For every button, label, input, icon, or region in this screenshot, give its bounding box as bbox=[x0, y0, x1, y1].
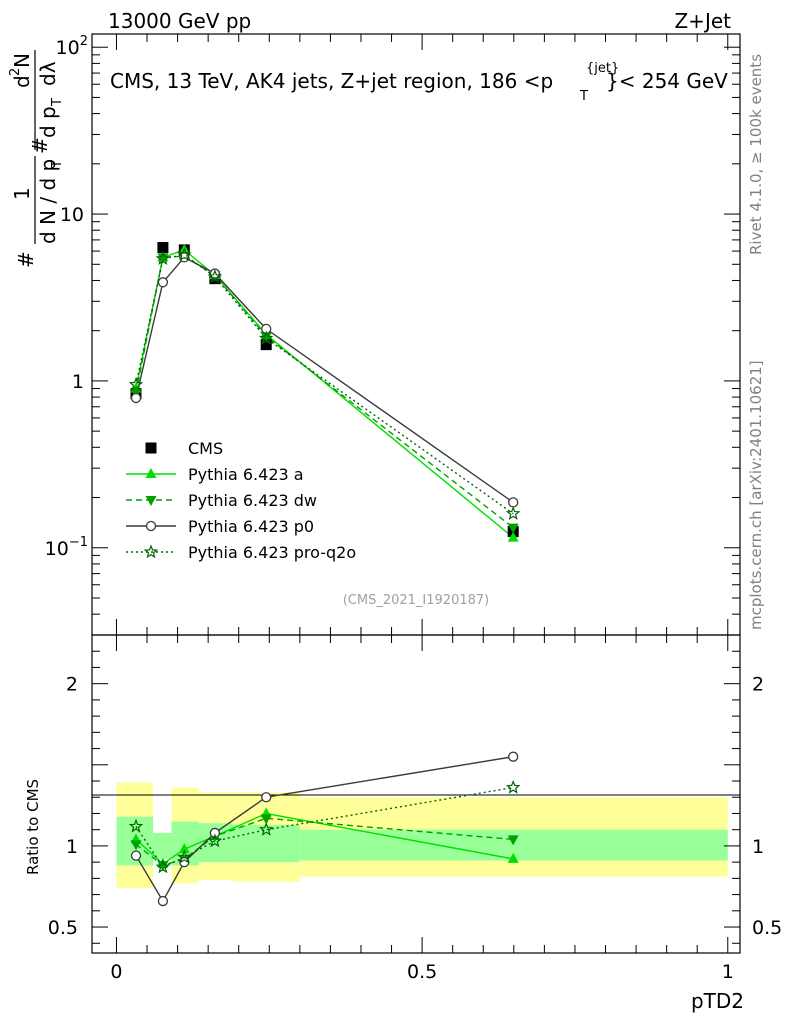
main-ytick-label-1: 10 bbox=[60, 204, 84, 226]
header-left: 13000 GeV pp bbox=[108, 9, 251, 33]
ratio-point-s2-0 bbox=[130, 850, 142, 861]
ratio-point-s1-1 bbox=[157, 861, 169, 872]
main-ylabel: # 1 d N / d p T # d p T d 2 N dλ bbox=[8, 50, 65, 268]
ratio-point-s2-5 bbox=[508, 751, 519, 762]
axes: 102 10 1 10−1 2 2 1 1 0.5 0.5 0 0.5 1 bbox=[45, 34, 782, 983]
ratio-ylabel: Ratio to CMS bbox=[24, 779, 42, 875]
ylabel-d-sup: 2 bbox=[8, 68, 23, 76]
ratio-ytick-label-left-3: 0.5 bbox=[48, 917, 78, 939]
ratio-point-s0-5 bbox=[507, 852, 519, 863]
ratio-ytick-label-left-0: 2 bbox=[66, 674, 78, 696]
legend-marker-4 bbox=[143, 544, 159, 559]
xtick-label-2: 1 bbox=[722, 961, 734, 983]
ylabel-n: N bbox=[10, 53, 34, 68]
ylabel-hash-1: # bbox=[14, 251, 38, 268]
legend: CMS Pythia 6.423 a Pythia 6.423 dw Pythia 6… bbox=[126, 439, 356, 562]
ratio-point-s2-1 bbox=[157, 895, 169, 907]
ylabel-hash-2: # bbox=[28, 137, 52, 154]
ratio-panel-frame bbox=[91, 634, 741, 954]
ratio-point-s2-4 bbox=[261, 792, 272, 803]
main-ytick-label-3: 10−1 bbox=[45, 535, 88, 560]
legend-marker-0 bbox=[145, 442, 157, 454]
legend-marker-1 bbox=[145, 468, 157, 478]
legend-marker-3 bbox=[145, 520, 157, 532]
ratio-series-lines bbox=[135, 756, 514, 903]
xtick-label-1: 0.5 bbox=[407, 961, 437, 983]
analysis-id: (CMS_2021_I1920187) bbox=[343, 593, 490, 608]
ratio-ytick-label-right-3: 0.5 bbox=[752, 917, 782, 939]
legend-label-2: Pythia 6.423 dw bbox=[188, 491, 317, 510]
main-point-s2-5 bbox=[507, 523, 519, 534]
plot-title: CMS, 13 TeV, AK4 jets, Z+jet region, 186… bbox=[110, 61, 728, 104]
ratio-ytick-label-left-2: 1 bbox=[66, 836, 78, 858]
ylabel-dlambda: dλ bbox=[36, 61, 60, 86]
main-point-s4-5 bbox=[505, 506, 521, 520]
header-right: Z+Jet bbox=[674, 9, 731, 33]
stat-band-bin-4 bbox=[232, 824, 300, 863]
legend-marker-2 bbox=[145, 496, 157, 506]
ratio-line-series-3 bbox=[135, 786, 514, 868]
main-point-s2-1 bbox=[157, 253, 169, 264]
ratio-point-s3-3 bbox=[207, 833, 223, 848]
ratio-point-s3-2 bbox=[177, 849, 192, 864]
legend-label-1: Pythia 6.423 a bbox=[188, 465, 304, 484]
xtick-label-0: 0 bbox=[110, 961, 122, 983]
main-point-s0-4 bbox=[260, 339, 272, 351]
ratio-point-s1-5 bbox=[507, 835, 519, 846]
title-sub: T bbox=[579, 89, 588, 104]
ratio-point-s1-4 bbox=[260, 814, 272, 825]
ratio-point-s0-2 bbox=[178, 843, 190, 854]
legend-label-3: Pythia 6.423 p0 bbox=[188, 517, 314, 536]
ylabel-dpt-sub: T bbox=[50, 98, 65, 107]
main-point-s4-1 bbox=[155, 251, 171, 265]
main-ytick-label-2: 1 bbox=[72, 371, 84, 393]
title-tail: }< 254 GeV bbox=[606, 69, 728, 93]
main-point-s4-2 bbox=[177, 247, 192, 261]
ylabel-one: 1 bbox=[10, 187, 34, 200]
ratio-uncertainty-bands bbox=[116, 782, 728, 889]
ratio-ytick-label-right-0: 2 bbox=[752, 674, 764, 696]
main-point-s3-1 bbox=[157, 277, 169, 288]
ratio-point-s2-2 bbox=[179, 856, 190, 868]
title-main: CMS, 13 TeV, AK4 jets, Z+jet region, 186… bbox=[110, 69, 553, 93]
ratio-point-s1-0 bbox=[130, 840, 142, 851]
main-point-s4-4 bbox=[258, 330, 274, 345]
main-point-s2-4 bbox=[260, 332, 272, 343]
ratio-point-s2-3 bbox=[209, 827, 221, 839]
ylabel-dn-dpt: d N / d p bbox=[36, 159, 60, 244]
ratio-ytick-label-right-2: 1 bbox=[752, 836, 764, 858]
ylabel-d: d bbox=[10, 75, 34, 88]
legend-label-4: Pythia 6.423 pro-q2o bbox=[188, 543, 356, 562]
main-point-s3-3 bbox=[209, 268, 221, 279]
stat-band-bin-1 bbox=[153, 832, 172, 859]
x-axis-label: pTD2 bbox=[691, 989, 744, 1013]
main-line-series-3 bbox=[135, 256, 514, 503]
ylabel-dn-dpt-sub: T bbox=[50, 160, 65, 169]
ratio-point-s3-0 bbox=[128, 818, 144, 833]
legend-label-0: CMS bbox=[188, 439, 223, 458]
side-label-rivet: Rivet 4.1.0, ≥ 100k events bbox=[747, 54, 765, 255]
ratio-line-series-2 bbox=[135, 756, 514, 903]
ratio-point-s3-4 bbox=[258, 822, 274, 836]
main-point-s4-0 bbox=[128, 376, 144, 391]
title-sup: {jet} bbox=[586, 61, 619, 76]
main-point-s1-5 bbox=[507, 531, 519, 542]
main-series-markers bbox=[128, 242, 521, 542]
main-line-series-2 bbox=[135, 255, 514, 529]
ratio-point-s3-5 bbox=[505, 779, 521, 794]
main-point-s3-5 bbox=[508, 497, 519, 508]
main-ytick-label-0: 102 bbox=[56, 34, 88, 59]
main-point-s3-0 bbox=[130, 392, 142, 404]
main-point-s0-1 bbox=[157, 242, 169, 254]
ratio-point-s3-1 bbox=[155, 859, 171, 874]
ylabel-dpt: d p bbox=[36, 106, 60, 138]
main-point-s4-3 bbox=[207, 269, 223, 284]
ratio-series-markers bbox=[128, 751, 521, 907]
side-label-mcplots: mcplots.cern.ch [arXiv:2401.10621] bbox=[747, 360, 765, 630]
